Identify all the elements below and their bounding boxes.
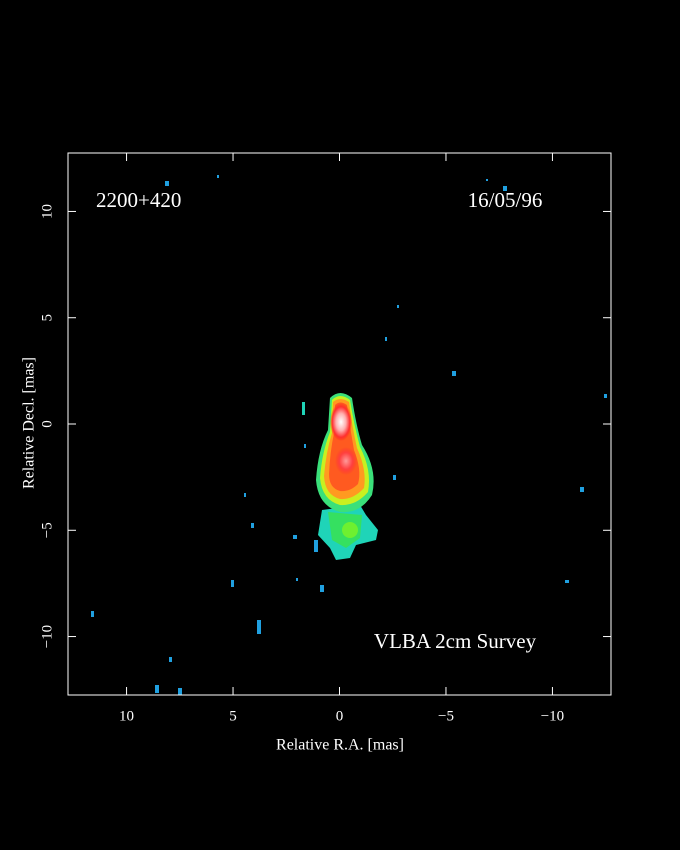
x-tick-label: 5 xyxy=(229,708,237,724)
survey-label: VLBA 2cm Survey xyxy=(374,629,537,653)
epoch: 16/05/96 xyxy=(468,188,543,212)
y-tick-label: −10 xyxy=(39,625,55,648)
y-tick-label: 10 xyxy=(39,204,55,219)
y-tick-label: −5 xyxy=(39,522,55,538)
y-tick-label: 5 xyxy=(39,314,55,322)
x-tick-label: 0 xyxy=(336,708,344,724)
x-tick-label: −5 xyxy=(438,708,454,724)
emission xyxy=(91,175,607,695)
y-tick-label: 0 xyxy=(39,420,55,428)
source-name: 2200+420 xyxy=(96,188,181,212)
y-axis-label: Relative Decl. [mas] xyxy=(21,357,38,489)
x-axis-label: Relative R.A. [mas] xyxy=(276,737,404,754)
x-tick-label: −10 xyxy=(541,708,564,724)
x-tick-label: 10 xyxy=(119,708,134,724)
